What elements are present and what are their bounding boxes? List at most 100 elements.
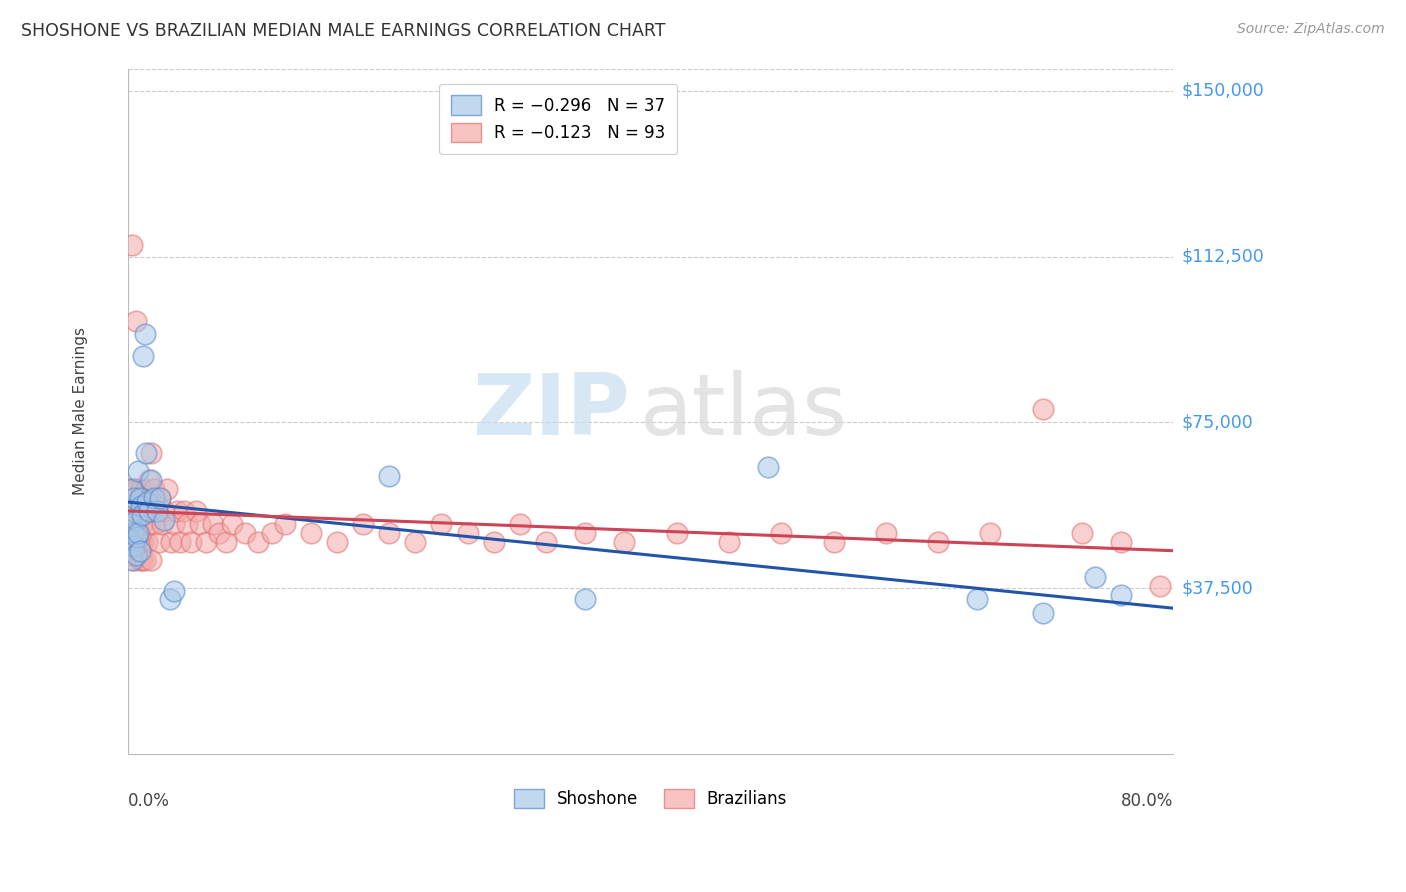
Brazilians xyxy=(149,491,172,505)
Shoshone xyxy=(118,500,141,514)
Shoshone xyxy=(127,526,149,541)
Brazilians xyxy=(574,526,596,541)
Text: 0.0%: 0.0% xyxy=(128,792,170,810)
Brazilians xyxy=(770,526,793,541)
Brazilians xyxy=(138,473,160,487)
Brazilians xyxy=(135,482,157,496)
Brazilians xyxy=(131,491,153,505)
Brazilians xyxy=(430,517,453,532)
Brazilians xyxy=(131,517,153,532)
Brazilians xyxy=(534,534,557,549)
Brazilians xyxy=(208,526,231,541)
Shoshone xyxy=(149,491,172,505)
Brazilians xyxy=(1109,534,1132,549)
Shoshone xyxy=(138,504,160,518)
Brazilians xyxy=(169,534,191,549)
Brazilians xyxy=(482,534,505,549)
Shoshone xyxy=(141,473,163,487)
Brazilians xyxy=(260,526,283,541)
Brazilians xyxy=(179,534,201,549)
Shoshone xyxy=(121,482,143,496)
Shoshone xyxy=(122,526,145,541)
Brazilians xyxy=(404,534,426,549)
Brazilians xyxy=(128,491,150,505)
Brazilians xyxy=(156,482,179,496)
Shoshone xyxy=(153,513,176,527)
Brazilians xyxy=(134,504,156,518)
Shoshone xyxy=(136,495,159,509)
Brazilians xyxy=(141,446,163,460)
Brazilians xyxy=(120,482,142,496)
Brazilians xyxy=(457,526,479,541)
Text: Source: ZipAtlas.com: Source: ZipAtlas.com xyxy=(1237,22,1385,37)
Brazilians xyxy=(118,534,141,549)
Shoshone xyxy=(142,491,165,505)
Text: SHOSHONE VS BRAZILIAN MEDIAN MALE EARNINGS CORRELATION CHART: SHOSHONE VS BRAZILIAN MEDIAN MALE EARNIN… xyxy=(21,22,665,40)
Brazilians xyxy=(132,491,155,505)
Brazilians xyxy=(120,517,142,532)
Brazilians xyxy=(124,491,146,505)
Brazilians xyxy=(118,504,141,518)
Text: ZIP: ZIP xyxy=(472,370,630,453)
Brazilians xyxy=(195,534,218,549)
Shoshone xyxy=(1109,588,1132,602)
Brazilians xyxy=(509,517,531,532)
Text: $150,000: $150,000 xyxy=(1181,82,1264,100)
Brazilians xyxy=(352,517,374,532)
Shoshone xyxy=(132,349,155,363)
Brazilians xyxy=(124,534,146,549)
Shoshone xyxy=(125,531,148,545)
Brazilians xyxy=(717,534,740,549)
Brazilians xyxy=(215,534,238,549)
Brazilians xyxy=(127,517,149,532)
Brazilians xyxy=(124,314,146,328)
Shoshone xyxy=(134,326,156,341)
Shoshone xyxy=(378,468,401,483)
Text: 80.0%: 80.0% xyxy=(1121,792,1174,810)
Brazilians xyxy=(127,534,149,549)
Brazilians xyxy=(326,534,349,549)
Shoshone xyxy=(124,548,146,562)
Shoshone xyxy=(127,464,149,478)
Text: Median Male Earnings: Median Male Earnings xyxy=(73,327,89,495)
Brazilians xyxy=(665,526,688,541)
Shoshone xyxy=(124,513,146,527)
Brazilians xyxy=(141,552,163,566)
Brazilians xyxy=(160,534,183,549)
Brazilians xyxy=(142,504,165,518)
Brazilians xyxy=(129,504,152,518)
Brazilians xyxy=(124,482,146,496)
Brazilians xyxy=(979,526,1001,541)
Shoshone xyxy=(120,517,142,532)
Brazilians xyxy=(221,517,243,532)
Brazilians xyxy=(299,526,322,541)
Brazilians xyxy=(122,534,145,549)
Brazilians xyxy=(235,526,257,541)
Brazilians xyxy=(145,504,167,518)
Brazilians xyxy=(613,534,636,549)
Brazilians xyxy=(128,552,150,566)
Shoshone xyxy=(574,592,596,607)
Brazilians xyxy=(162,517,184,532)
Brazilians xyxy=(136,534,159,549)
Brazilians xyxy=(875,526,897,541)
Brazilians xyxy=(138,517,160,532)
Brazilians xyxy=(121,526,143,541)
Shoshone xyxy=(121,552,143,566)
Text: $112,500: $112,500 xyxy=(1181,248,1264,266)
Text: $37,500: $37,500 xyxy=(1181,579,1254,598)
Brazilians xyxy=(184,504,207,518)
Legend: Shoshone, Brazilians: Shoshone, Brazilians xyxy=(508,782,794,814)
Shoshone xyxy=(124,491,146,505)
Text: atlas: atlas xyxy=(640,370,848,453)
Text: $75,000: $75,000 xyxy=(1181,413,1254,432)
Brazilians xyxy=(139,491,162,505)
Brazilians xyxy=(122,517,145,532)
Brazilians xyxy=(142,482,165,496)
Shoshone xyxy=(145,504,167,518)
Shoshone xyxy=(131,508,153,523)
Brazilians xyxy=(823,534,845,549)
Brazilians xyxy=(143,517,166,532)
Brazilians xyxy=(247,534,270,549)
Brazilians xyxy=(148,534,170,549)
